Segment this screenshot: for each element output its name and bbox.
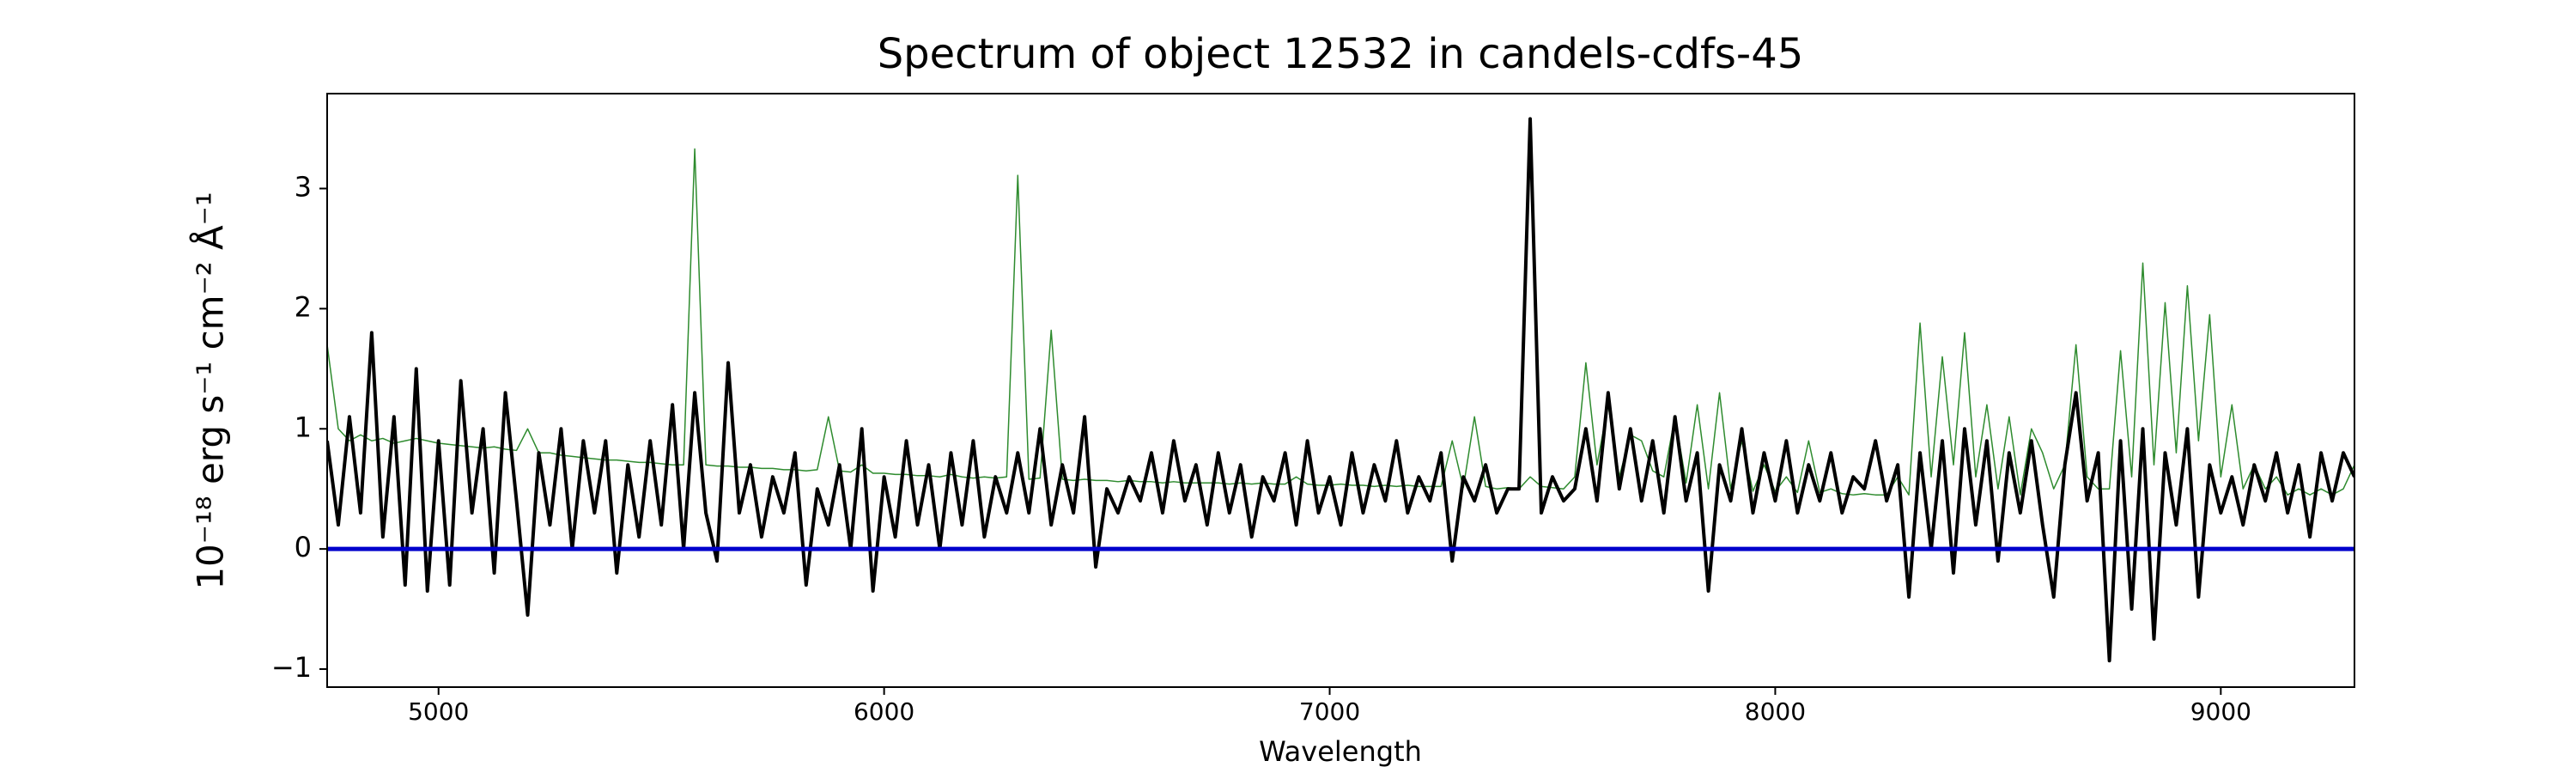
y-tick-label: −1 [271,651,312,684]
x-tick-label: 5000 [408,697,469,726]
spectrum-line [327,117,2354,663]
x-axis-label: Wavelength [1259,735,1422,768]
y-tick-label: 1 [295,411,312,443]
spectrum-line [327,148,2354,496]
y-axis-label: 10⁻¹⁸ erg s⁻¹ cm⁻² Å⁻¹ [189,192,232,589]
x-tick-label: 8000 [1745,697,1806,726]
x-tick-label: 7000 [1299,697,1360,726]
x-tick-label: 9000 [2190,697,2251,726]
y-tick-label: 3 [295,171,312,204]
plot-lines [327,117,2354,663]
plot-frame [326,93,2355,688]
x-tick-label: 6000 [854,697,914,726]
y-tick-label: 0 [295,531,312,563]
y-tick-label: 2 [295,290,312,323]
chart-title: Spectrum of object 12532 in candels-cdfs… [878,30,1804,78]
